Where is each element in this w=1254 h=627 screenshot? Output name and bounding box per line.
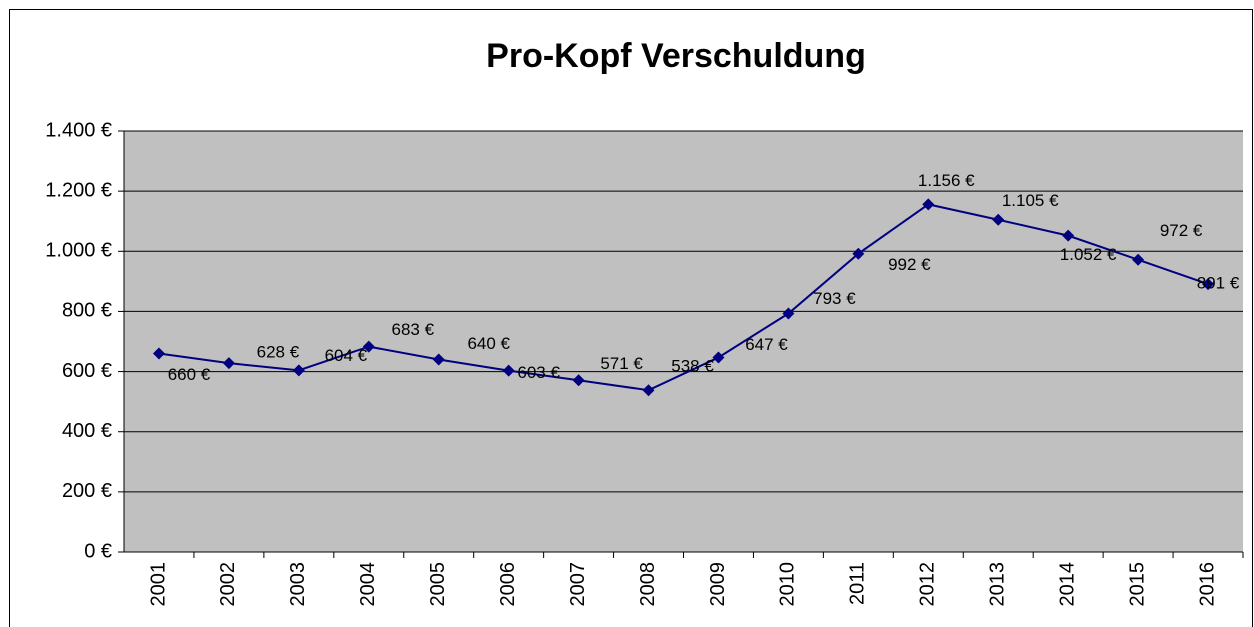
x-tick-label: 2003 [287,562,309,607]
data-label: 571 € [600,354,643,373]
data-label: 660 € [168,365,211,384]
x-tick-label: 2001 [147,562,169,607]
data-label: 647 € [745,335,788,354]
marker [222,357,235,370]
x-tick-label: 2010 [777,562,799,607]
data-label: 891 € [1197,274,1240,293]
y-tick-label: 1.400 € [45,119,112,141]
x-tick-label: 2009 [707,562,729,607]
data-label: 603 € [517,363,560,382]
data-label: 793 € [813,289,856,308]
y-tick-label: 1.000 € [45,240,112,262]
data-label: 628 € [257,343,300,362]
x-tick-label: 2015 [1126,562,1148,607]
marker [572,374,585,387]
marker [432,353,445,366]
x-tick-label: 2002 [217,562,239,607]
chart-title: Pro-Kopf Verschuldung [486,37,866,75]
chart-frame [9,9,1253,627]
data-label: 538 € [671,357,714,376]
y-tick-label: 600 € [62,360,112,382]
marker [782,307,795,320]
x-tick-label: 2004 [357,562,379,607]
x-tick-label: 2013 [987,562,1009,607]
marker [502,364,515,377]
plot-area [124,131,1243,552]
x-tick-label: 2011 [847,562,869,605]
data-label: 640 € [467,334,510,353]
marker [852,247,865,260]
data-label: 1.052 € [1060,245,1117,264]
marker [1132,253,1145,266]
marker [1062,229,1075,242]
data-label: 683 € [392,320,435,339]
line [158,203,1209,392]
x-tick-label: 2005 [427,562,449,607]
x-tick-label: 2007 [567,562,589,607]
marker [1202,278,1215,291]
data-label: 1.156 € [918,171,975,190]
marker [712,351,725,364]
data-label: 1.105 € [1002,191,1059,210]
marker [292,364,305,377]
x-tick-label: 2006 [497,562,519,607]
marker [362,340,375,353]
marker [642,384,655,397]
y-tick-label: 0 € [84,540,112,562]
x-tick-label: 2008 [637,562,659,607]
data-label: 992 € [888,255,931,274]
x-tick-label: 2016 [1196,562,1218,607]
x-tick-label: 2014 [1056,562,1078,607]
data-label: 604 € [325,346,368,365]
marker [992,213,1005,226]
y-tick-label: 1.200 € [45,179,112,201]
marker [152,347,165,360]
marker [922,198,935,211]
x-tick-label: 2012 [917,562,939,607]
y-tick-label: 200 € [62,480,112,502]
y-tick-label: 800 € [62,300,112,322]
y-tick-label: 400 € [62,420,112,442]
data-label: 972 € [1160,221,1203,240]
